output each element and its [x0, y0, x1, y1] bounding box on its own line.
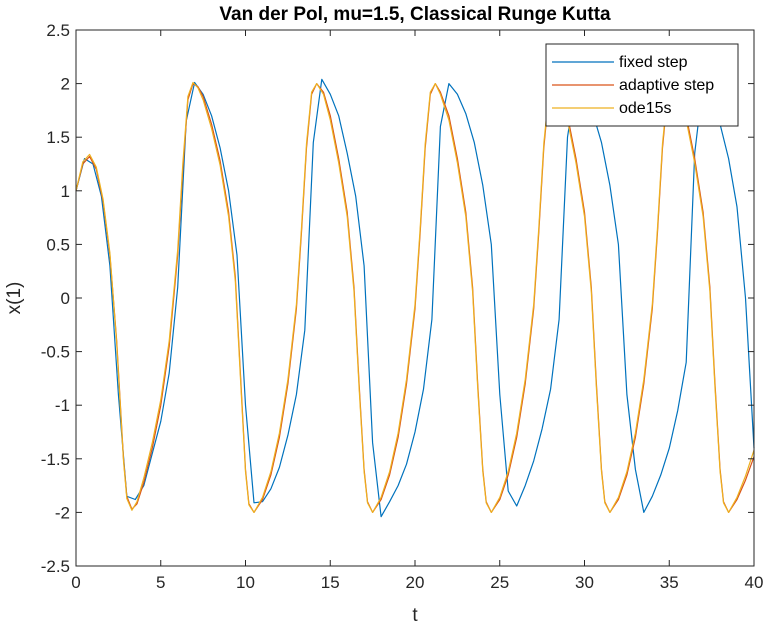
x-tick-label: 5	[156, 573, 165, 592]
y-tick-label: 2.5	[46, 21, 70, 40]
legend-label-1: adaptive step	[619, 77, 714, 94]
legend: fixed step adaptive step ode15s	[545, 43, 739, 127]
x-tick-label: 30	[575, 573, 594, 592]
x-tick-label: 35	[660, 573, 679, 592]
x-tick-label: 20	[406, 573, 425, 592]
series-line-2	[75, 81, 755, 514]
y-tick-label: -1.5	[41, 450, 70, 469]
y-tick-label: -2	[55, 503, 70, 522]
series-layer	[75, 78, 755, 518]
x-tick-label: 25	[490, 573, 509, 592]
x-tick-label: 15	[321, 573, 340, 592]
x-tick-label: 40	[745, 573, 764, 592]
tick-layer: 0 5 10 15 20 25 30 35 40 -2.5 -2 -1.5 -1 -0.5 0 0.5 1 1.5…	[41, 21, 764, 592]
y-tick-label: 1	[61, 182, 70, 201]
y-tick-label: -2.5	[41, 557, 70, 576]
legend-label-2: ode15s	[619, 100, 672, 117]
y-tick-label: -1	[55, 396, 70, 415]
y-tick-label: -0.5	[41, 343, 70, 362]
series-line-0	[75, 78, 755, 518]
x-axis-label: t	[412, 605, 418, 626]
y-tick-label: 2	[61, 75, 70, 94]
chart-title: Van der Pol, mu=1.5, Classical Runge Kut…	[219, 4, 611, 25]
y-tick-label: 1.5	[46, 128, 70, 147]
x-tick-label: 0	[71, 573, 80, 592]
x-tick-label: 10	[236, 573, 255, 592]
y-tick-label: 0	[61, 289, 70, 308]
y-axis-label: x(1)	[4, 282, 25, 315]
legend-label-0: fixed step	[619, 54, 688, 71]
y-tick-label: 0.5	[46, 235, 70, 254]
